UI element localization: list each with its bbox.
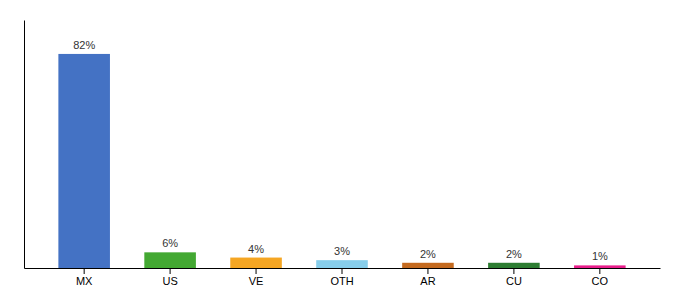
bar: [58, 54, 110, 268]
x-axis: MX US VE OTH AR CU CO: [25, 268, 661, 287]
x-tick-label: OTH: [330, 275, 353, 287]
y-axis-line: [24, 21, 25, 269]
x-tick-mark: [513, 268, 514, 274]
data-label: 3%: [334, 245, 350, 257]
bar: [574, 265, 626, 268]
x-tick-label: CO: [592, 275, 609, 287]
x-tick-label: CU: [506, 275, 522, 287]
data-label: 82%: [73, 39, 95, 51]
data-label: 1%: [592, 250, 608, 262]
x-tick-mark: [342, 268, 343, 274]
data-label: 2%: [506, 248, 522, 260]
y-axis: [24, 21, 25, 269]
x-tick: MX: [76, 268, 93, 287]
x-tick: OTH: [330, 268, 353, 287]
chart: 82% 6% 4% 3% 2% 2% 1% MX US VE OTH AR CU CO: [0, 0, 680, 300]
bars: [58, 54, 625, 268]
x-tick: AR: [420, 268, 435, 287]
x-tick-mark: [170, 268, 171, 274]
x-tick-label: AR: [420, 275, 435, 287]
x-tick-label: US: [162, 275, 177, 287]
data-labels: 82% 6% 4% 3% 2% 2% 1%: [73, 39, 608, 262]
x-tick-mark: [599, 268, 600, 274]
bar: [316, 260, 368, 268]
x-tick: US: [162, 268, 177, 287]
x-tick-mark: [84, 268, 85, 274]
bar: [402, 263, 454, 268]
x-tick: CU: [506, 268, 522, 287]
plot: 82% 6% 4% 3% 2% 2% 1% MX US VE OTH AR CU CO: [25, 21, 661, 287]
x-tick: CO: [592, 268, 609, 287]
x-tick-label: VE: [249, 275, 264, 287]
data-label: 2%: [420, 248, 436, 260]
x-tick: VE: [249, 268, 264, 287]
bar: [230, 258, 282, 268]
bar: [144, 252, 196, 268]
x-tick-label: MX: [76, 275, 93, 287]
bar: [488, 263, 540, 268]
x-tick-mark: [256, 268, 257, 274]
data-label: 6%: [162, 237, 178, 249]
data-label: 4%: [248, 243, 264, 255]
x-tick-mark: [427, 268, 428, 274]
